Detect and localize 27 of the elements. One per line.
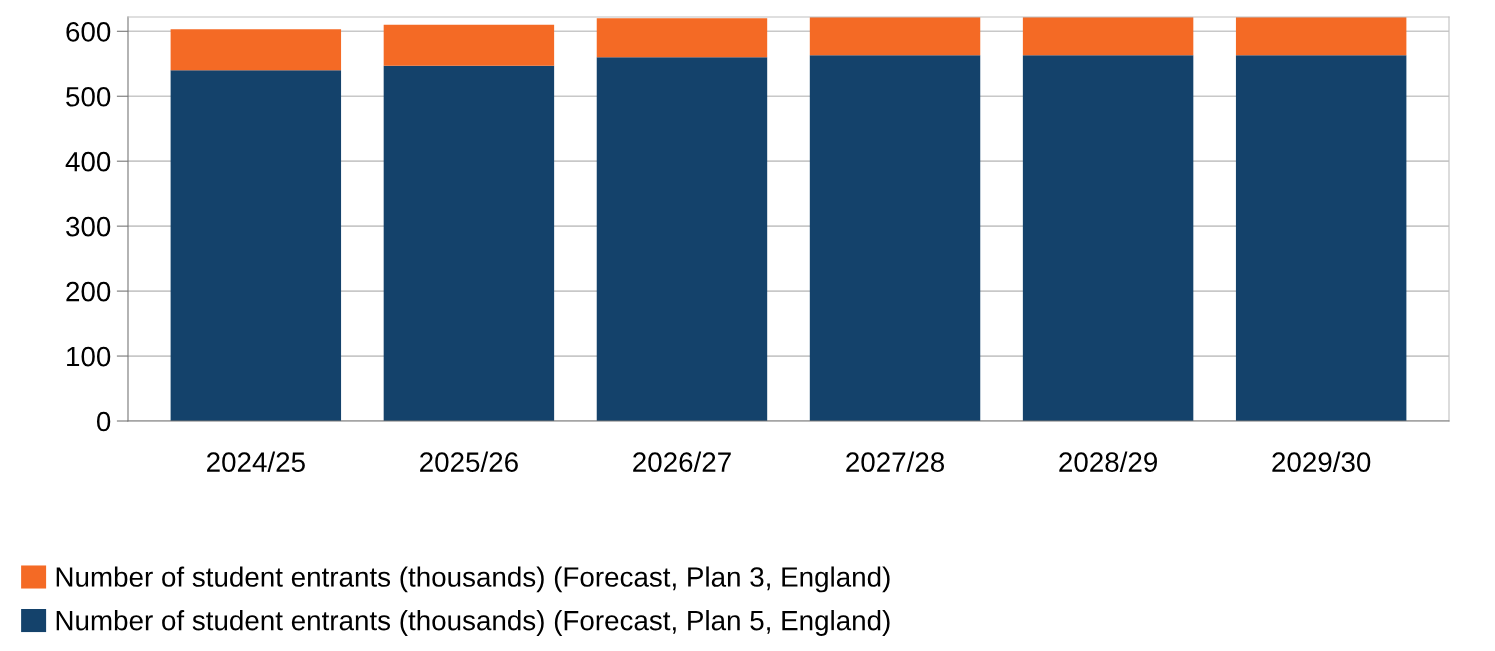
bar xyxy=(1235,55,1407,421)
y-tick-label: 300 xyxy=(66,216,111,237)
legend-label: Number of student entrants (thousands) (Forecast, Plan 5, England) xyxy=(56,609,890,636)
bar xyxy=(809,17,981,56)
legend-label: Number of student entrants (thousands) (Forecast, Plan 3, England) xyxy=(56,566,890,593)
bar xyxy=(170,29,342,71)
y-tick-label: 0 xyxy=(96,411,111,432)
x-tick-label: 2027/28 xyxy=(846,451,945,472)
bar xyxy=(1022,55,1194,421)
bar xyxy=(1022,17,1194,56)
bar xyxy=(596,57,768,421)
y-tick-label: 600 xyxy=(66,21,111,42)
bar xyxy=(596,18,768,58)
x-tick-label: 2029/30 xyxy=(1272,451,1371,472)
y-tick-label: 400 xyxy=(65,151,111,172)
y-tick-label: 200 xyxy=(66,281,111,302)
x-tick-label: 2026/27 xyxy=(633,451,731,472)
bar xyxy=(809,55,981,421)
bar xyxy=(383,65,555,421)
bar xyxy=(383,24,555,66)
y-tick-label: 500 xyxy=(66,86,111,107)
bar xyxy=(1235,17,1407,56)
bar xyxy=(170,70,342,421)
x-tick-label: 2024/25 xyxy=(207,451,305,472)
x-tick-label: 2028/29 xyxy=(1059,451,1157,472)
x-tick-label: 2025/26 xyxy=(420,451,518,472)
y-tick-label: 100 xyxy=(67,346,111,367)
